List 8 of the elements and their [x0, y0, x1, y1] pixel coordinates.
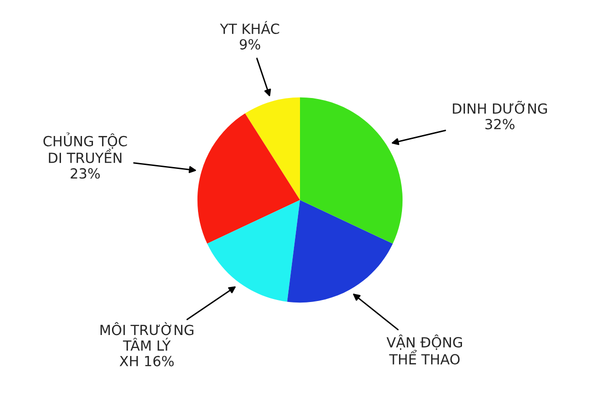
data-label: 32%: [485, 118, 514, 130]
slice-label: YT KHÁC: [220, 20, 280, 34]
data-label: 9%: [240, 39, 260, 50]
slice-label: DINH DƯỠNG: [452, 100, 547, 114]
data-label: 23%: [70, 168, 100, 179]
slice-label: CHỦNG TỘC DI TRUYỀN: [43, 132, 127, 164]
slice-label: VẬN ĐỘNG THỂ THAO: [386, 334, 462, 365]
slice-label: MÔI TRƯỜNG TÂM LÝ XH 16%: [100, 322, 194, 366]
